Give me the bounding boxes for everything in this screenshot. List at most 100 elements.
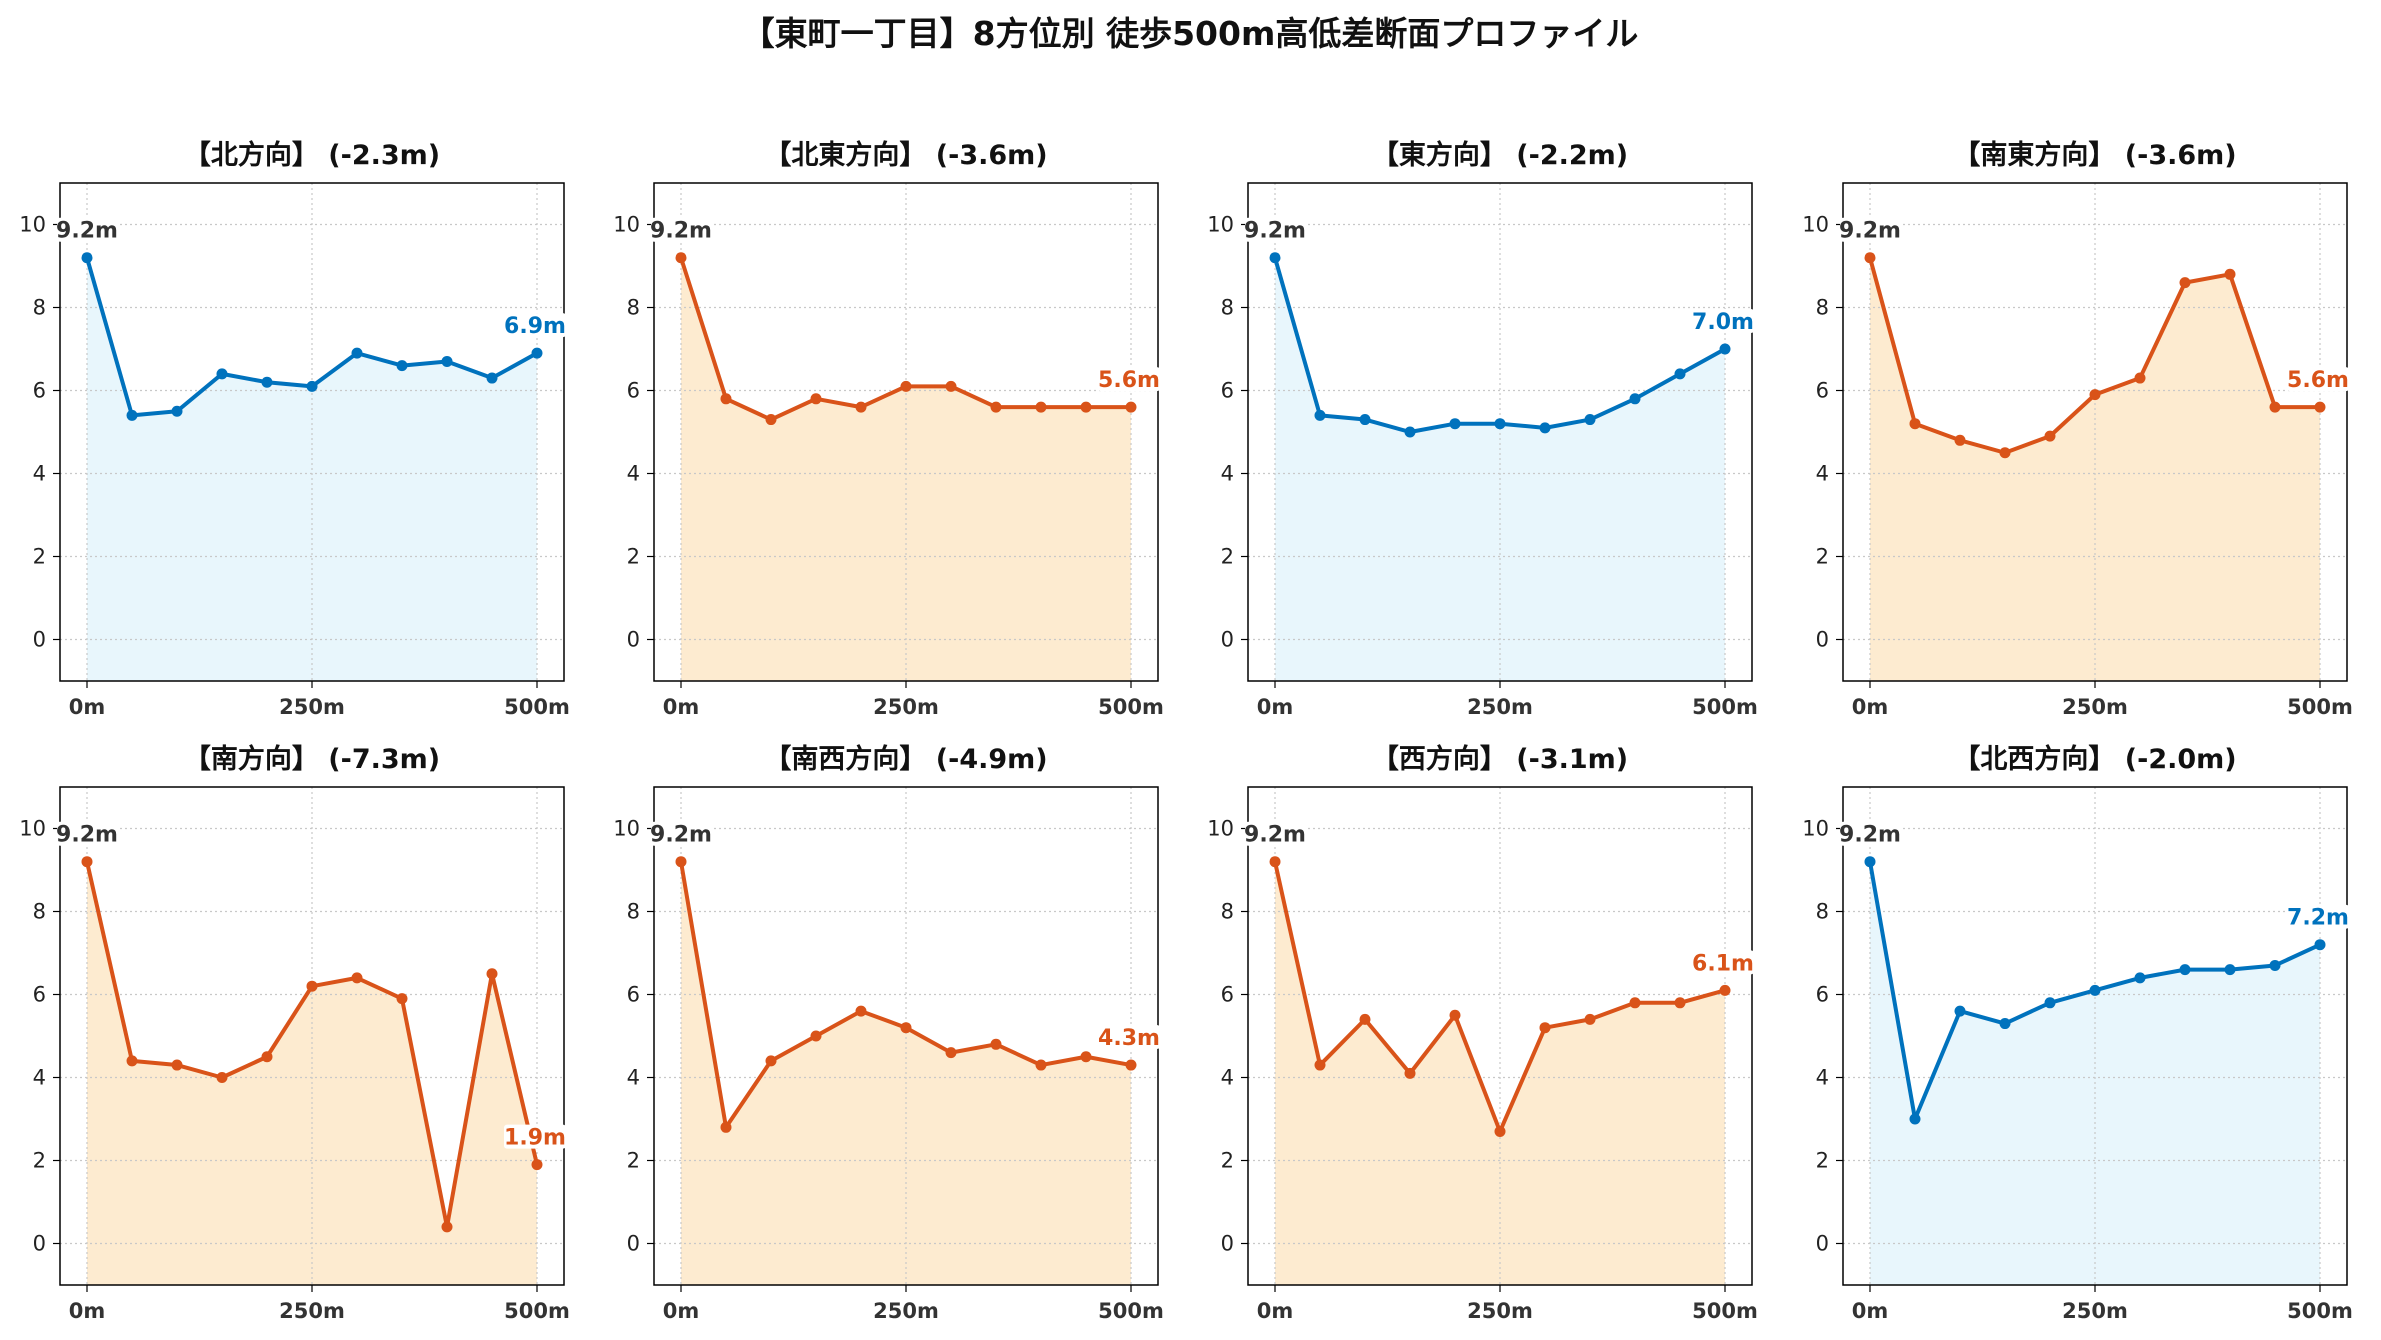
end-label-halo — [504, 313, 566, 338]
y-tick-label: 2 — [627, 1149, 640, 1173]
y-tick-label: 6 — [1221, 379, 1234, 403]
y-tick-label: 8 — [33, 296, 46, 320]
y-tick-label: 6 — [33, 983, 46, 1007]
y-tick-label: 6 — [33, 379, 46, 403]
y-tick-label: 2 — [1221, 545, 1234, 569]
start-elevation-label: 9.2m — [56, 219, 118, 244]
end-label-halo — [1692, 309, 1754, 333]
data-point — [1629, 997, 1641, 1009]
chart-panel: 【南方向】 (-7.3m) 0 2 4 6 8 10 0m 250m 500m 9.2m 1.9m — [19, 743, 570, 1323]
data-point — [1404, 1067, 1416, 1079]
data-point — [2314, 939, 2326, 951]
x-tick-label: 0m — [1852, 695, 1889, 719]
data-point — [531, 1159, 543, 1171]
y-tick-label: 10 — [1802, 817, 1829, 841]
data-point — [531, 347, 543, 359]
start-elevation-label: 9.2m — [1839, 823, 1901, 848]
data-point — [720, 393, 732, 405]
x-tick-label: 500m — [2287, 695, 2353, 719]
data-point — [1909, 418, 1921, 430]
data-point — [1864, 252, 1876, 264]
y-tick-label: 4 — [1221, 1066, 1234, 1090]
end-elevation-label: 1.9m — [504, 1126, 566, 1151]
data-point — [900, 380, 912, 392]
data-point — [945, 380, 957, 392]
y-tick-label: 4 — [33, 462, 46, 486]
data-point — [810, 1030, 822, 1042]
data-point — [1080, 1051, 1092, 1063]
panel-title: 【南方向】 (-7.3m) — [184, 743, 440, 775]
data-point — [2179, 277, 2191, 289]
y-tick-label: 6 — [627, 379, 640, 403]
data-point — [1035, 401, 1047, 413]
chart-panel: 【西方向】 (-3.1m) 0 2 4 6 8 10 0m 250m 500m 9.2m 6.1m — [1207, 743, 1758, 1323]
data-point — [171, 1059, 183, 1071]
chart-panel: 【南東方向】 (-3.6m) 0 2 4 6 8 10 0m 250m 500m 9.2m 5.6m — [1802, 139, 2353, 719]
data-point — [1449, 418, 1461, 430]
data-point — [306, 380, 318, 392]
data-point — [2224, 964, 2236, 976]
x-tick-label: 250m — [1467, 695, 1533, 719]
start-label-halo — [57, 217, 117, 242]
y-tick-label: 8 — [1221, 900, 1234, 924]
x-tick-label: 0m — [663, 1299, 700, 1323]
end-elevation-label: 6.1m — [1692, 951, 1754, 976]
x-tick-label: 0m — [69, 695, 106, 719]
data-point — [2314, 401, 2326, 413]
start-label-halo — [1840, 217, 1900, 242]
start-label-halo — [651, 217, 711, 242]
y-tick-label: 0 — [33, 1232, 46, 1256]
data-point — [441, 1221, 453, 1233]
y-tick-label: 2 — [627, 545, 640, 569]
data-point — [216, 368, 228, 380]
end-elevation-label: 7.0m — [1692, 310, 1754, 335]
data-point — [1404, 426, 1416, 438]
y-tick-label: 8 — [1221, 296, 1234, 320]
start-label-halo — [651, 821, 711, 846]
x-tick-label: 0m — [1257, 695, 1294, 719]
y-tick-label: 2 — [1816, 1149, 1829, 1173]
y-tick-label: 10 — [1207, 817, 1234, 841]
data-point — [1494, 1125, 1506, 1137]
x-tick-label: 500m — [1098, 695, 1164, 719]
x-tick-label: 250m — [279, 695, 345, 719]
chart-panel: 【北方向】 (-2.3m) 0 2 4 6 8 10 0m 250m 500m 9.2m 6.9m — [19, 139, 570, 719]
data-point — [810, 393, 822, 405]
y-tick-label: 2 — [1816, 545, 1829, 569]
data-point — [675, 252, 687, 264]
x-tick-label: 250m — [2062, 695, 2128, 719]
data-point — [1584, 414, 1596, 426]
y-tick-label: 6 — [627, 983, 640, 1007]
data-point — [990, 1038, 1002, 1050]
data-point — [261, 1051, 273, 1063]
data-point — [2134, 972, 2146, 984]
x-tick-label: 0m — [1852, 1299, 1889, 1323]
data-point — [1954, 1005, 1966, 1017]
data-point — [2089, 389, 2101, 401]
data-point — [1719, 343, 1731, 355]
start-elevation-label: 9.2m — [1244, 219, 1306, 244]
end-label-halo — [1692, 950, 1754, 975]
data-point — [1629, 393, 1641, 405]
data-point — [720, 1121, 732, 1133]
panel-title: 【東方向】 (-2.2m) — [1372, 139, 1628, 171]
data-point — [2044, 430, 2056, 442]
data-point — [2269, 401, 2281, 413]
chart-panel: 【東方向】 (-2.2m) 0 2 4 6 8 10 0m 250m 500m 9.2m 7.0m — [1207, 139, 1758, 719]
data-point — [765, 1055, 777, 1067]
y-tick-label: 0 — [627, 1232, 640, 1256]
data-point — [1864, 856, 1876, 868]
data-point — [2269, 959, 2281, 971]
x-tick-label: 250m — [1467, 1299, 1533, 1323]
data-point — [990, 401, 1002, 413]
start-elevation-label: 9.2m — [1244, 823, 1306, 848]
chart-panel: 【北西方向】 (-2.0m) 0 2 4 6 8 10 0m 250m 500m 9.2m 7.2m — [1802, 743, 2353, 1323]
y-tick-label: 0 — [1221, 1232, 1234, 1256]
y-tick-label: 10 — [19, 213, 46, 237]
data-point — [171, 405, 183, 417]
data-point — [1539, 1022, 1551, 1034]
data-point — [351, 347, 363, 359]
panel-title: 【南西方向】 (-4.9m) — [764, 743, 1047, 775]
start-elevation-label: 9.2m — [56, 823, 118, 848]
